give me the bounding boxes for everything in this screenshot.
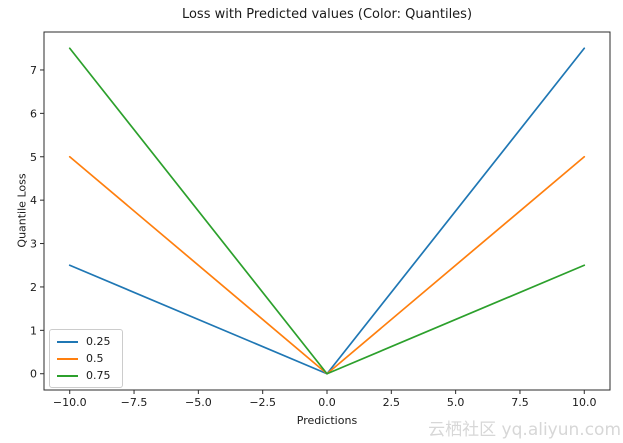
x-tick-label: 2.5 xyxy=(383,396,401,409)
x-axis-label: Predictions xyxy=(296,414,358,427)
series-line-0.5 xyxy=(68,155,586,375)
legend: 0.25 0.5 0.75 xyxy=(49,329,123,388)
x-tick-label: −5.0 xyxy=(185,396,212,409)
x-tick-label: −10.0 xyxy=(53,396,87,409)
legend-item: 0.5 xyxy=(57,352,111,365)
x-tick-label: 10.0 xyxy=(572,396,597,409)
y-tick-label: 3 xyxy=(30,238,37,251)
y-tick-label: 4 xyxy=(30,194,37,207)
x-tick-label: −7.5 xyxy=(121,396,148,409)
x-tick-label: −2.5 xyxy=(249,396,276,409)
chart-title: Loss with Predicted values (Color: Quant… xyxy=(181,7,473,22)
y-tick-label: 7 xyxy=(30,64,37,77)
series-line-0.75 xyxy=(68,47,586,375)
legend-swatch xyxy=(57,340,78,343)
y-tick-label: 2 xyxy=(30,281,37,294)
y-axis-label: Quantile Loss xyxy=(15,173,29,248)
legend-swatch xyxy=(57,374,78,377)
y-tick-label: 6 xyxy=(30,107,37,120)
series-line-0.25 xyxy=(68,47,586,375)
legend-swatch xyxy=(57,357,78,360)
x-tick-label: 0.0 xyxy=(318,396,336,409)
watermark: 云栖社区 yq.aliyun.com xyxy=(428,420,621,440)
y-tick-label: 1 xyxy=(30,324,37,337)
legend-item: 0.25 xyxy=(57,335,111,348)
x-tick-label: 7.5 xyxy=(511,396,529,409)
legend-label: 0.75 xyxy=(86,369,111,382)
legend-label: 0.5 xyxy=(86,352,104,365)
legend-item: 0.75 xyxy=(57,369,111,382)
axes-box xyxy=(43,31,611,391)
x-tick-label: 5.0 xyxy=(447,396,465,409)
legend-label: 0.25 xyxy=(86,335,111,348)
y-tick-label: 5 xyxy=(30,151,37,164)
y-tick-label: 0 xyxy=(30,368,37,381)
